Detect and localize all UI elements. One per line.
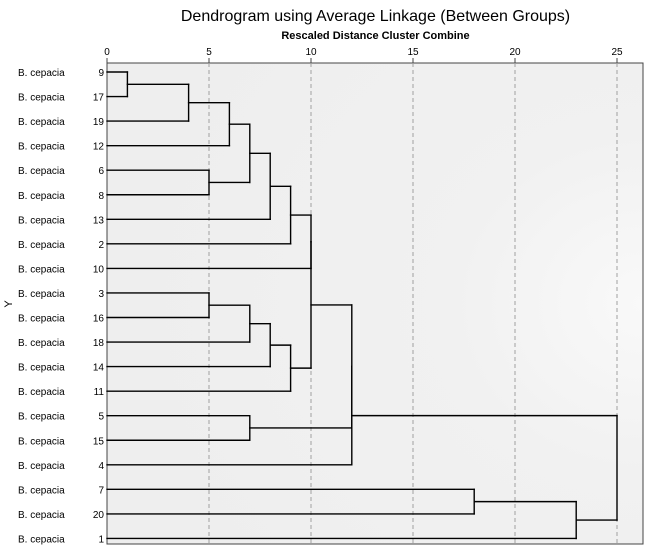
leaf-id: 11: [94, 387, 105, 398]
leaf-name: B. cepacia: [18, 387, 65, 398]
leaf-id: 4: [98, 461, 104, 472]
leaf-name: B. cepacia: [18, 314, 65, 325]
x-tick-label: 25: [611, 47, 623, 58]
leaf-name: B. cepacia: [18, 68, 65, 79]
leaf-name: B. cepacia: [18, 215, 65, 226]
leaf-id: 6: [98, 166, 104, 177]
leaf-name: B. cepacia: [18, 510, 65, 521]
leaf-id: 8: [98, 191, 104, 202]
leaf-name: B. cepacia: [18, 363, 65, 374]
leaf-id: 15: [93, 436, 105, 447]
leaf-id: 19: [93, 117, 105, 128]
leaf-id: 17: [93, 93, 105, 104]
leaf-id: 13: [93, 215, 105, 226]
leaf-name: B. cepacia: [18, 166, 65, 177]
leaf-id: 7: [98, 485, 104, 496]
leaf-id: 12: [93, 142, 105, 153]
x-tick-label: 20: [509, 47, 521, 58]
leaf-name: B. cepacia: [18, 461, 65, 472]
leaf-id: 1: [98, 534, 104, 545]
leaf-name: B. cepacia: [18, 412, 65, 423]
x-axis-title: Rescaled Distance Cluster Combine: [281, 30, 470, 42]
leaf-name: B. cepacia: [18, 264, 65, 275]
chart-title: Dendrogram using Average Linkage (Betwee…: [180, 8, 571, 25]
leaf-id: 14: [93, 363, 105, 374]
leaf-id: 20: [93, 510, 105, 521]
leaf-name: B. cepacia: [18, 436, 65, 447]
leaf-name: B. cepacia: [18, 534, 65, 545]
y-axis-label: Y: [3, 300, 15, 308]
leaf-id: 2: [98, 240, 104, 251]
leaf-name: B. cepacia: [18, 240, 65, 251]
leaf-id: 16: [93, 314, 105, 325]
leaf-id: 10: [93, 264, 105, 275]
leaf-name: B. cepacia: [18, 117, 65, 128]
x-tick-label: 5: [206, 47, 212, 58]
leaf-name: B. cepacia: [18, 289, 65, 300]
leaf-id: 3: [98, 289, 104, 300]
leaf-name: B. cepacia: [18, 191, 65, 202]
leaf-name: B. cepacia: [18, 93, 65, 104]
leaf-id: 18: [93, 338, 105, 349]
x-tick-label: 15: [407, 47, 419, 58]
x-tick-label: 0: [104, 47, 110, 58]
leaf-name: B. cepacia: [18, 338, 65, 349]
plot-area: [106, 62, 644, 545]
leaf-id: 5: [98, 412, 104, 423]
leaf-id: 9: [98, 68, 104, 79]
x-tick-label: 10: [305, 47, 317, 58]
leaf-name: B. cepacia: [18, 485, 65, 496]
leaf-name: B. cepacia: [18, 142, 65, 153]
